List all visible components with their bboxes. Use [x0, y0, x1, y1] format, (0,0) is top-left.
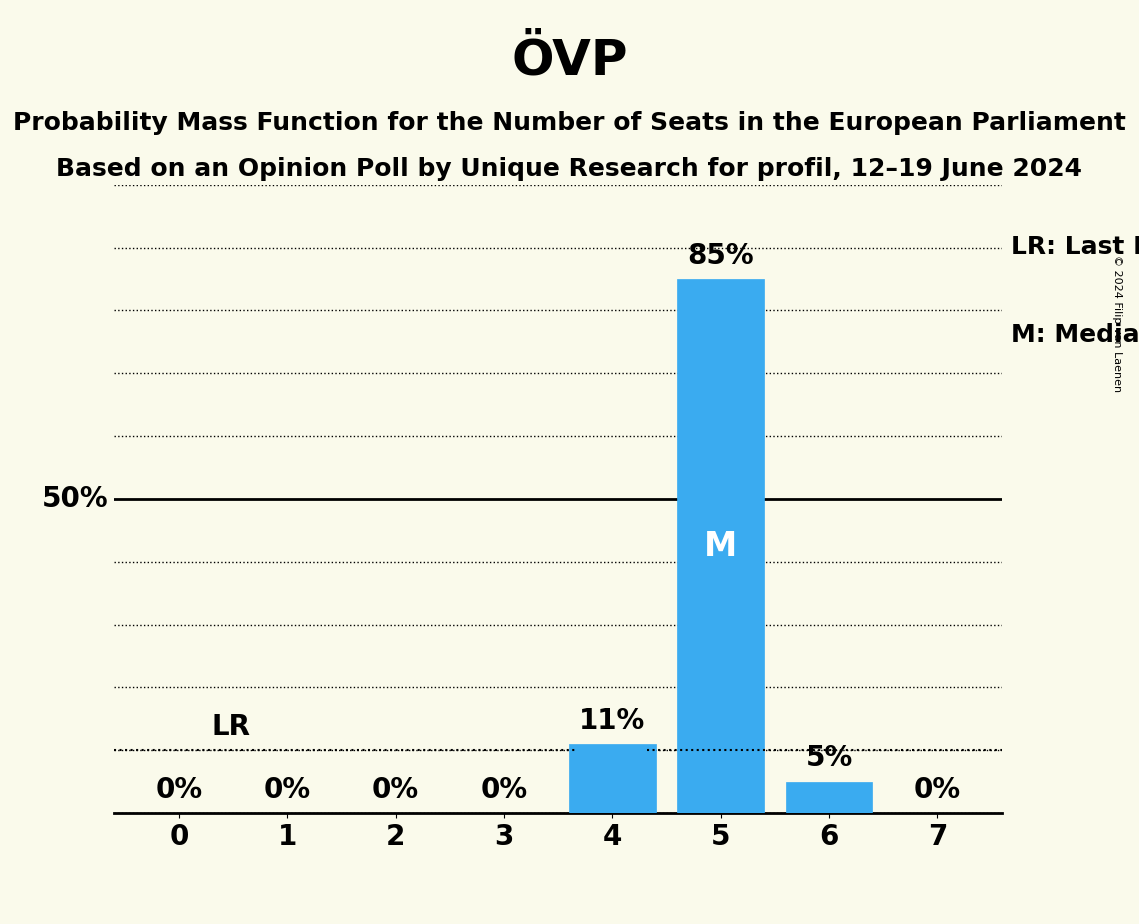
Text: Based on an Opinion Poll by Unique Research for profil, 12–19 June 2024: Based on an Opinion Poll by Unique Resea… [57, 157, 1082, 181]
Text: LR: LR [212, 712, 251, 741]
Text: 5%: 5% [805, 744, 853, 772]
Text: LR: Last Result: LR: Last Result [1011, 235, 1139, 259]
Bar [678, 279, 764, 813]
Text: 85%: 85% [687, 241, 754, 270]
Text: 0%: 0% [481, 775, 527, 804]
Text: Probability Mass Function for the Number of Seats in the European Parliament: Probability Mass Function for the Number… [13, 111, 1126, 135]
Text: 0%: 0% [264, 775, 311, 804]
Text: 50%: 50% [42, 485, 108, 513]
Bar [786, 782, 872, 813]
Bar [570, 744, 656, 813]
Text: 0%: 0% [372, 775, 419, 804]
Text: 11%: 11% [579, 707, 646, 735]
Text: © 2024 Filip van Laenen: © 2024 Filip van Laenen [1112, 255, 1122, 392]
Text: ÖVP: ÖVP [511, 37, 628, 85]
Text: 0%: 0% [155, 775, 203, 804]
Text: M: M [704, 529, 737, 563]
Text: M: Median: M: Median [1011, 323, 1139, 347]
Text: 0%: 0% [913, 775, 961, 804]
